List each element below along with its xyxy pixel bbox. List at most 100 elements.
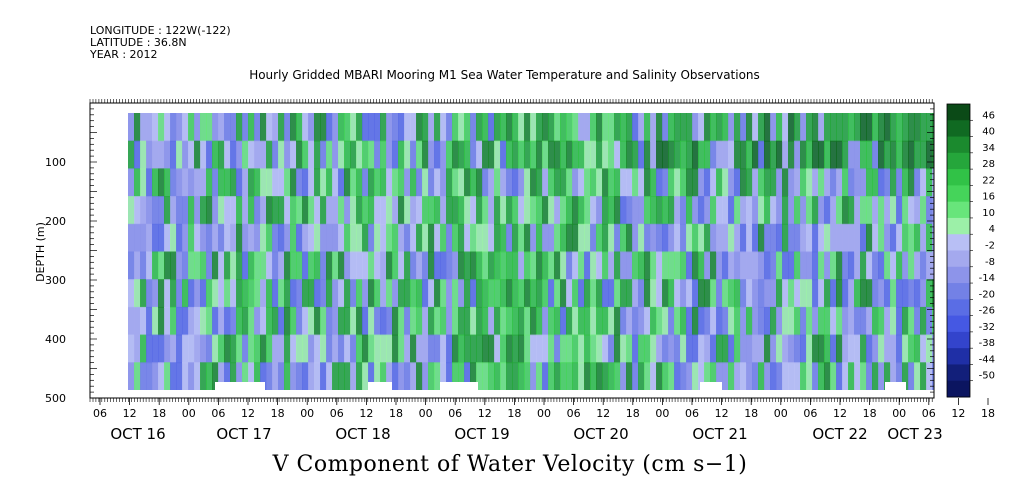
field-cell xyxy=(434,196,441,225)
field-cell xyxy=(242,362,249,390)
field-cell xyxy=(680,140,687,170)
field-cell xyxy=(452,279,459,308)
field-cell xyxy=(524,279,531,308)
field-cell xyxy=(932,251,934,281)
field-cell xyxy=(596,279,603,308)
field-cell xyxy=(506,362,513,390)
field-cell xyxy=(590,223,597,253)
field-cell xyxy=(518,223,525,253)
colorbar-swatch xyxy=(947,120,970,138)
field-cell xyxy=(578,168,585,198)
field-cell xyxy=(374,223,381,253)
field-cell xyxy=(926,168,933,198)
field-cell xyxy=(134,140,141,170)
field-cell xyxy=(392,223,399,253)
colorbar-label: -38 xyxy=(979,338,995,349)
field-cell xyxy=(368,113,375,142)
field-cell xyxy=(776,334,783,364)
field-cell xyxy=(494,140,501,170)
field-cell xyxy=(260,168,267,198)
field-cell xyxy=(542,140,549,170)
field-cell xyxy=(872,279,879,308)
field-cell xyxy=(668,362,675,390)
field-cell xyxy=(890,223,897,253)
field-cell xyxy=(332,223,339,253)
field-cell xyxy=(182,306,189,336)
field-cell xyxy=(158,362,165,390)
field-cell xyxy=(650,362,657,390)
field-cell xyxy=(836,251,843,281)
field-cell xyxy=(416,334,423,364)
field-cell xyxy=(218,306,225,336)
field-cell xyxy=(362,334,369,364)
field-cell xyxy=(764,196,771,225)
field-cell xyxy=(476,362,483,390)
field-cell xyxy=(728,279,735,308)
field-cell xyxy=(194,334,201,364)
field-cell xyxy=(566,196,573,225)
field-cell xyxy=(482,362,489,390)
field-cell xyxy=(854,140,861,170)
field-cell xyxy=(710,251,717,281)
field-cell xyxy=(224,168,231,198)
field-cell xyxy=(740,113,747,142)
field-cell xyxy=(398,279,405,308)
field-cell xyxy=(290,140,297,170)
field-cell xyxy=(842,196,849,225)
field-cell xyxy=(674,279,681,308)
field-cell xyxy=(182,251,189,281)
field-cell xyxy=(176,251,183,281)
field-cell xyxy=(458,140,465,170)
field-cell xyxy=(614,279,621,308)
field-cell xyxy=(368,196,375,225)
field-cell xyxy=(266,196,273,225)
field-cell xyxy=(272,279,279,308)
field-cell xyxy=(308,362,315,390)
field-cell xyxy=(920,196,927,225)
field-cell xyxy=(458,334,465,364)
field-cell xyxy=(440,168,447,198)
field-cell xyxy=(746,223,753,253)
field-cell xyxy=(872,140,879,170)
field-cell xyxy=(500,362,507,390)
x-hour-tick-label: 18 xyxy=(981,407,995,420)
field-cell xyxy=(626,362,633,390)
field-cell xyxy=(770,168,777,198)
field-cell xyxy=(926,140,933,170)
field-cell xyxy=(848,196,855,225)
field-cell xyxy=(572,196,579,225)
x-hour-tick-label: 06 xyxy=(567,407,581,420)
field-cell xyxy=(386,306,393,336)
field-cell xyxy=(452,168,459,198)
x-hour-tick-label: 00 xyxy=(537,407,551,420)
field-cell xyxy=(308,113,315,142)
field-cell xyxy=(266,362,273,390)
field-cell xyxy=(146,140,153,170)
field-cell xyxy=(692,140,699,170)
field-cell xyxy=(890,251,897,281)
field-cell xyxy=(860,306,867,336)
field-cell xyxy=(398,223,405,253)
field-cell xyxy=(302,196,309,225)
field-cell xyxy=(194,223,201,253)
field-cell xyxy=(146,334,153,364)
field-cell xyxy=(314,362,321,390)
field-cell xyxy=(500,168,507,198)
x-hour-tick-label: 00 xyxy=(182,407,196,420)
field-cell xyxy=(890,279,897,308)
field-cell xyxy=(194,362,201,390)
field-cell xyxy=(638,279,645,308)
x-hour-tick-label: 12 xyxy=(596,407,610,420)
field-cell xyxy=(434,306,441,336)
field-cell xyxy=(146,196,153,225)
field-cell xyxy=(452,306,459,336)
field-cell xyxy=(320,334,327,364)
field-cell xyxy=(770,196,777,225)
field-cell xyxy=(446,334,453,364)
field-cell xyxy=(296,362,303,390)
field-cell xyxy=(446,306,453,336)
field-cell xyxy=(866,306,873,336)
field-cell xyxy=(284,140,291,170)
x-hour-tick-label: 12 xyxy=(951,407,965,420)
field-cell xyxy=(740,196,747,225)
